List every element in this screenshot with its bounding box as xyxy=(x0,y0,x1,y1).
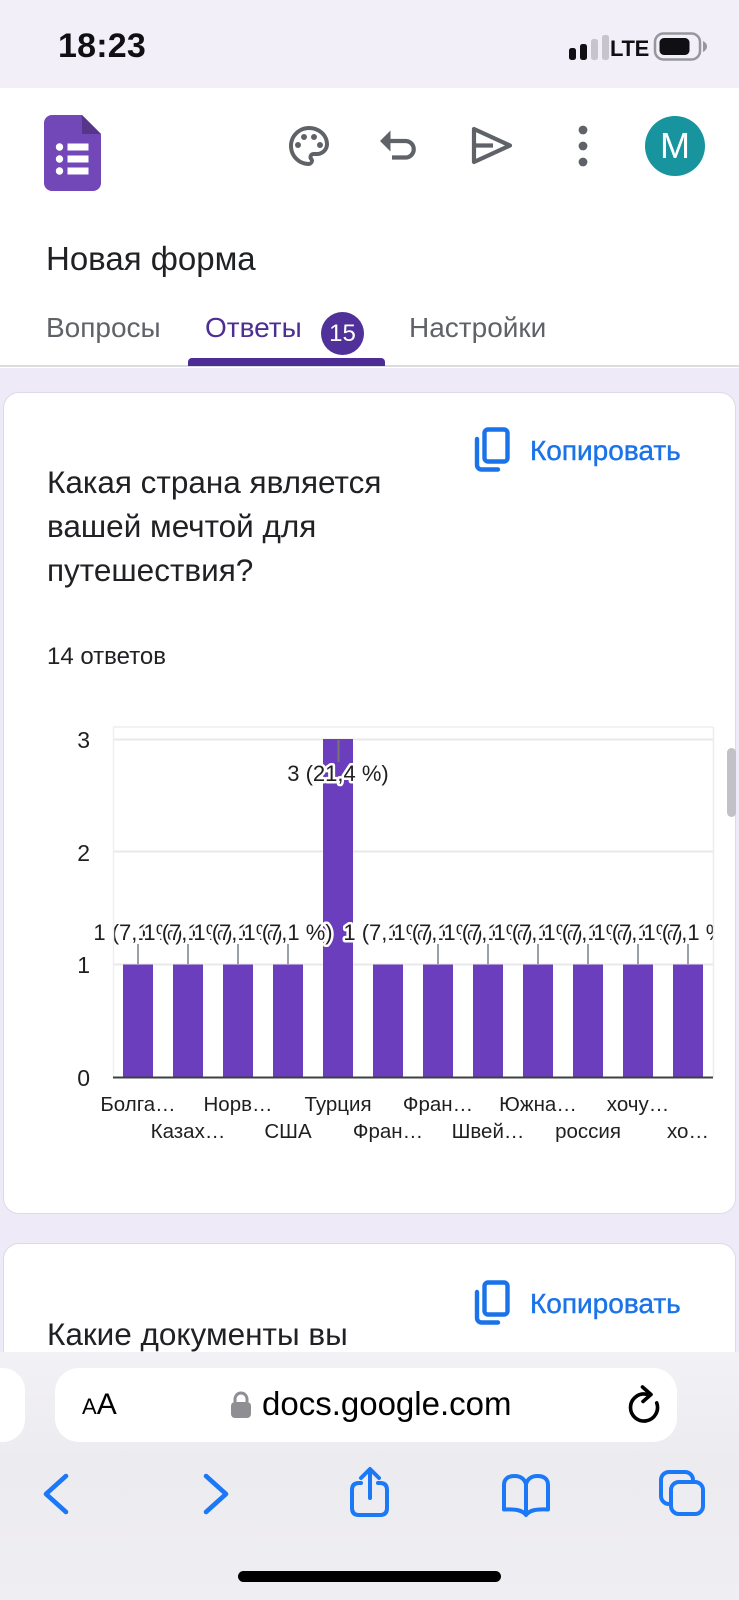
svg-text:0: 0 xyxy=(77,1065,90,1091)
svg-text:россия: россия xyxy=(555,1120,621,1143)
svg-text:1 (7,1 %): 1 (7,1 %) xyxy=(443,920,532,945)
svg-text:1 (7,1 %): 1 (7,1 %) xyxy=(543,920,632,945)
svg-text:1 (7,1 %): 1 (7,1 %) xyxy=(193,920,282,945)
svg-text:3 (21,4 %): 3 (21,4 %) xyxy=(287,761,389,786)
svg-text:1: 1 xyxy=(77,952,90,978)
svg-text:1 (7,1 %): 1 (7,1 %) xyxy=(493,920,582,945)
svg-text:1 (7,1 %): 1 (7,1 %) xyxy=(643,920,732,945)
svg-text:США: США xyxy=(264,1120,312,1143)
svg-text:Фран…: Фран… xyxy=(403,1093,473,1116)
svg-text:1 (7,1 %): 1 (7,1 %) xyxy=(93,920,182,945)
svg-text:хо…: хо… xyxy=(667,1120,709,1143)
svg-text:Норв…: Норв… xyxy=(204,1093,273,1116)
svg-text:1 (7,1 %): 1 (7,1 %) xyxy=(593,920,682,945)
svg-text:Фран…: Фран… xyxy=(353,1120,423,1143)
svg-text:LTE: LTE xyxy=(610,36,649,61)
svg-text:1 (7,1 %): 1 (7,1 %) xyxy=(393,920,482,945)
svg-text:Казах…: Казах… xyxy=(151,1120,226,1143)
svg-text:Болга…: Болга… xyxy=(100,1093,175,1116)
svg-text:2: 2 xyxy=(77,840,90,866)
svg-text:1 (7,1 %): 1 (7,1 %) xyxy=(343,920,432,945)
svg-text:Южна…: Южна… xyxy=(499,1093,577,1116)
svg-text:Турция: Турция xyxy=(304,1093,371,1116)
svg-text:1 (7,1 %): 1 (7,1 %) xyxy=(243,920,332,945)
svg-text:1 (7,1 %): 1 (7,1 %) xyxy=(143,920,232,945)
svg-text:хочу…: хочу… xyxy=(607,1093,669,1116)
svg-text:3: 3 xyxy=(77,727,90,753)
svg-text:Швей…: Швей… xyxy=(452,1120,525,1143)
